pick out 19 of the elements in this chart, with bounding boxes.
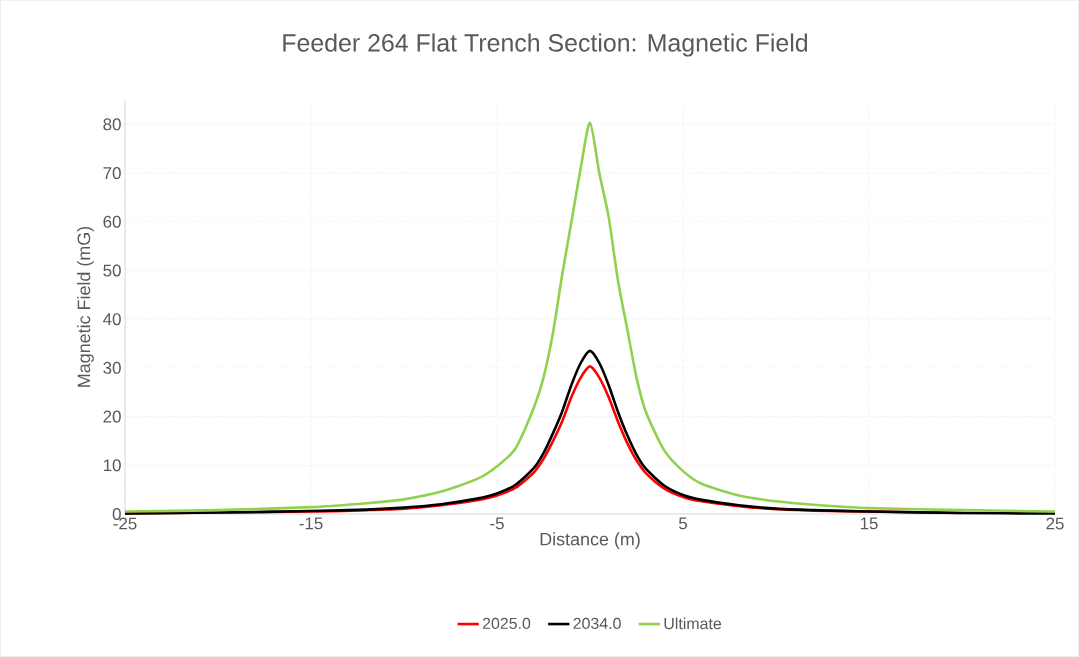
- y-tick-label: 10: [103, 459, 121, 472]
- y-tick-label: 60: [103, 215, 121, 228]
- y-tick-label: 20: [103, 410, 121, 423]
- legend-label: Ultimate: [664, 617, 722, 630]
- x-tick-label: -5: [490, 517, 504, 530]
- y-tick-label: 70: [103, 167, 121, 180]
- y-tick-label: 40: [103, 313, 121, 326]
- y-tick-label: 80: [103, 118, 121, 131]
- y-tick-label: 50: [103, 264, 121, 277]
- x-tick-label: 25: [1046, 517, 1064, 530]
- x-tick-label: 5: [678, 517, 687, 530]
- x-tick-label: -15: [299, 517, 323, 530]
- y-tick-label: 30: [103, 361, 121, 374]
- y-axis-title: Magnetic Field (mG): [77, 226, 94, 387]
- x-tick-label: 15: [860, 517, 878, 530]
- chart-title: Feeder 264 Flat Trench Section: Magnetic Field: [283, 33, 808, 57]
- x-axis-title: Distance (m): [540, 532, 640, 550]
- legend-label: 2025.0: [482, 617, 531, 630]
- legend-label: 2034.0: [573, 617, 621, 630]
